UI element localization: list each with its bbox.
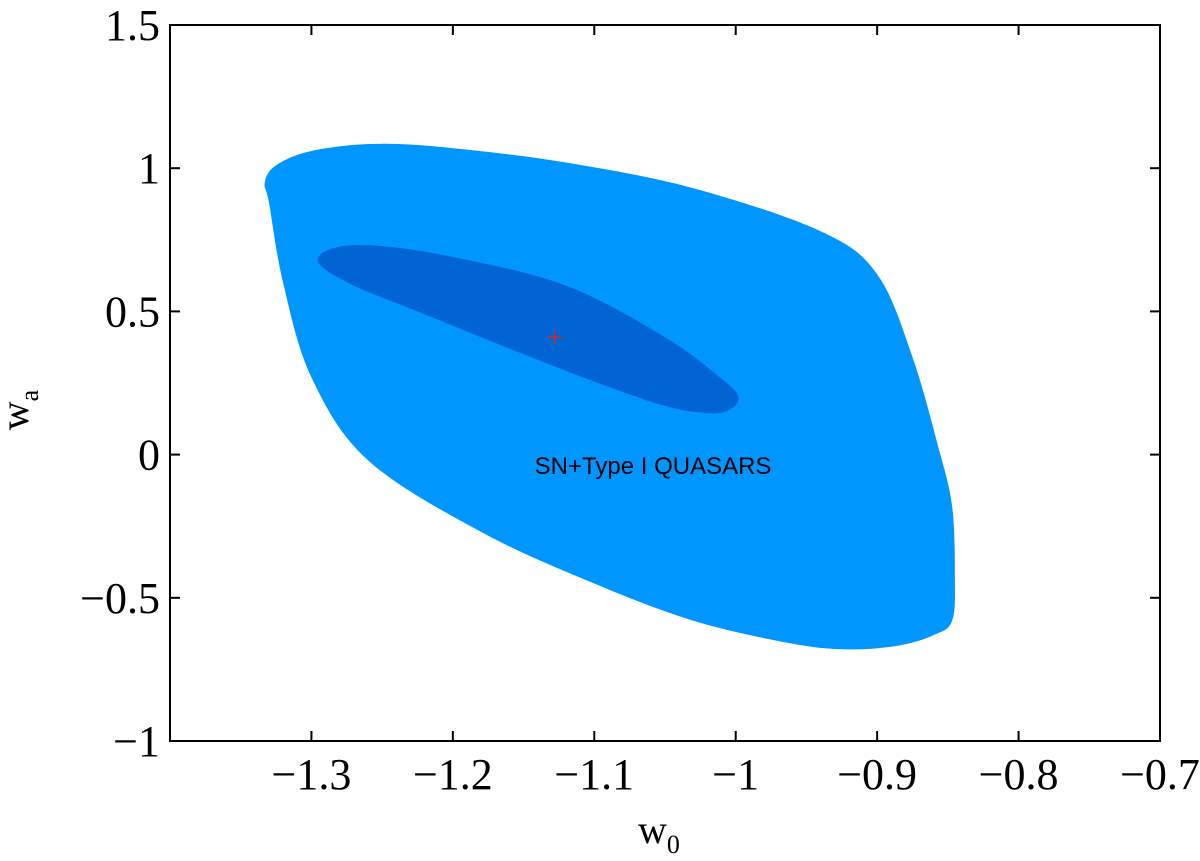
x-tick-label: −0.7	[1120, 750, 1200, 799]
y-axis-label-main: w	[0, 401, 37, 430]
contour-annotation: SN+Type I QUASARS	[535, 453, 772, 480]
x-tick-label: −1	[712, 750, 759, 799]
y-tick-label: 1.5	[105, 1, 160, 50]
x-tick-label: −1.1	[554, 750, 634, 799]
best-fit-marker	[547, 330, 562, 345]
x-tick-label: −0.9	[837, 750, 917, 799]
x-axis-label: w0	[638, 807, 680, 859]
plot-frame	[169, 24, 1161, 742]
y-tick-label: −1	[113, 717, 160, 766]
x-axis-label-subscript: 0	[667, 830, 680, 859]
y-axis-label-subscript: a	[15, 389, 44, 401]
contour-outer	[264, 143, 955, 650]
tick-layer: −1.3 −1.2 −1.1 −1 −0.9 −0.8 −0.7 −1 −0.5 0 0.5 1 1.5	[80, 1, 1200, 799]
y-tick-label: −0.5	[80, 574, 160, 623]
y-tick-label: 1	[138, 144, 160, 193]
x-tick-label: −1.2	[413, 750, 493, 799]
y-tick-label: 0	[138, 431, 160, 480]
x-axis-label-main: w	[638, 807, 667, 852]
y-axis-label: wa	[0, 389, 44, 430]
y-tick-label: 0.5	[105, 287, 160, 336]
x-tick-label: −0.8	[979, 750, 1059, 799]
contour-inner	[317, 244, 739, 414]
x-tick-label: −1.3	[272, 750, 352, 799]
contour-layer	[264, 143, 955, 650]
